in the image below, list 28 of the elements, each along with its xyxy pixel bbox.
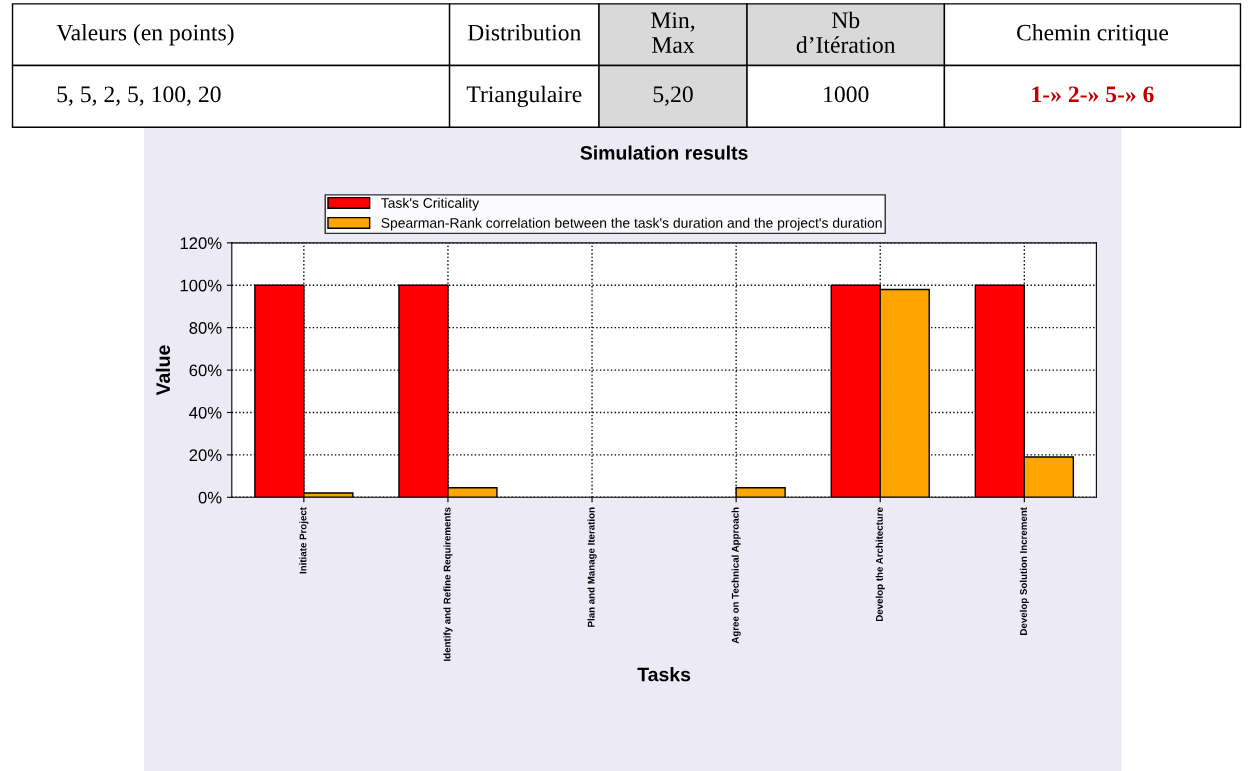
text: 5,20 <box>653 86 693 106</box>
x-tick-label: Develop Solution Increment <box>1019 507 1029 635</box>
x-tick-label: Initiate Project <box>299 507 309 574</box>
y-axis-title: Value <box>155 345 171 396</box>
chart-title: Simulation results <box>580 145 748 160</box>
y-tick-label: 100% <box>180 279 222 292</box>
text: Distribution <box>467 23 581 41</box>
y-tick-label: 60% <box>189 364 222 377</box>
text: 5, 5, 2, 5, 100, 20 <box>57 86 221 106</box>
x-tick-label: Plan and Manage Iteration <box>587 507 597 627</box>
text: Nb d’Itération <box>796 11 896 53</box>
legend-label: Spearman-Rank correlation between the task's duration and the project's duration <box>381 217 882 231</box>
text: 1000 <box>824 86 869 103</box>
y-tick-label: 40% <box>189 406 222 419</box>
y-tick-label: 80% <box>189 322 222 334</box>
y-tick-label: 0% <box>198 491 222 504</box>
x-tick-label: Identify and Refine Requirements <box>443 507 453 661</box>
legend-label: Task's Criticality <box>381 197 480 211</box>
x-tick-label: Agree on Technical Approach <box>731 507 741 644</box>
text: 1-» 2-» 5-» 6 <box>1032 86 1154 103</box>
y-tick-label: 20% <box>189 449 222 462</box>
text: Triangulaire <box>466 85 582 108</box>
y-tick-label: 120% <box>180 237 222 250</box>
x-tick-label: Develop the Architecture <box>875 507 885 622</box>
text: Chemin critique <box>1017 23 1169 46</box>
text: Min, Max <box>651 12 695 53</box>
text: Valeurs (en points) <box>56 23 234 46</box>
x-axis-title: Tasks <box>637 667 691 682</box>
